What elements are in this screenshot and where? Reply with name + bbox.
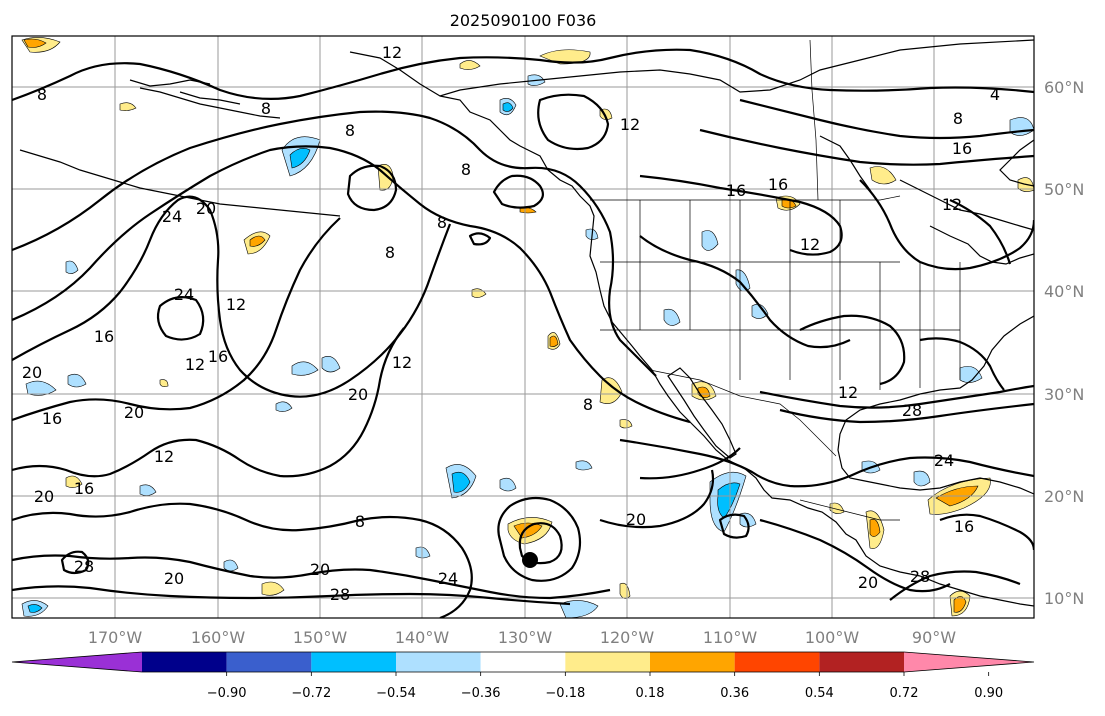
political-borders <box>590 39 961 521</box>
contour-label: 12 <box>800 235 820 254</box>
latitude-labels: 60°N 50°N 40°N 30°N 20°N 10°N <box>1044 78 1084 608</box>
contour-label: 8 <box>345 121 355 140</box>
colorbar-segment <box>565 652 650 672</box>
contour-label: 20 <box>310 560 330 579</box>
contour-label: 16 <box>42 409 62 428</box>
lon-label: 150°W <box>293 628 348 647</box>
contour-label: 20 <box>348 385 368 404</box>
contour-label: 8 <box>355 512 365 531</box>
contour-label: 12 <box>620 115 640 134</box>
contour-label: 8 <box>261 99 271 118</box>
colorbar-segment <box>650 652 735 672</box>
contour-label: 8 <box>437 213 447 232</box>
contour-label: 8 <box>37 85 47 104</box>
contour-label-group: 4 8 8 8 8 8 8 8 8 8 12 12 12 12 12 12 12… <box>22 43 1000 604</box>
colorbar-tick-label: −0.90 <box>207 686 247 701</box>
contour-label: 16 <box>208 347 228 366</box>
lat-label: 60°N <box>1044 78 1084 97</box>
storm-center-marker <box>522 552 538 568</box>
lon-label: 110°W <box>703 628 758 647</box>
colorbar-tick-label: −0.36 <box>461 686 501 701</box>
colorbar-segment <box>480 652 566 672</box>
contour-label: 28 <box>910 567 930 586</box>
colorbar-segment <box>396 652 481 672</box>
lat-label: 40°N <box>1044 282 1084 301</box>
contour-label: 8 <box>461 160 471 179</box>
contour-label: 20 <box>34 487 54 506</box>
lon-label: 130°W <box>498 628 553 647</box>
lon-label: 120°W <box>600 628 655 647</box>
lon-label: 90°W <box>912 628 956 647</box>
contour-label: 12 <box>382 43 402 62</box>
contour-label: 16 <box>74 479 94 498</box>
contour-lines <box>12 48 1034 618</box>
colorbar-tick-label: −0.72 <box>291 686 331 701</box>
colorbar-segment <box>311 652 396 672</box>
contour-label: 8 <box>583 395 593 414</box>
longitude-labels: 170°W 160°W 150°W 140°W 130°W 120°W 110°… <box>88 628 956 647</box>
contour-label: 20 <box>164 569 184 588</box>
colorbar-tick-label: 0.18 <box>636 686 665 701</box>
contour-label: 20 <box>858 573 878 592</box>
colorbar-extend-low <box>12 652 142 672</box>
lon-label: 160°W <box>191 628 246 647</box>
colorbar-segment <box>819 652 904 672</box>
colorbar-segment <box>226 652 312 672</box>
contour-label: 12 <box>838 383 858 402</box>
lon-label: 170°W <box>88 628 143 647</box>
colorbar-tick-label: 0.36 <box>720 686 749 701</box>
contour-label: 4 <box>990 85 1000 104</box>
contour-label: 28 <box>902 401 922 420</box>
map-frame <box>11 35 1035 619</box>
graticule <box>12 36 1034 618</box>
colorbar-extend-high <box>904 652 1034 672</box>
colorbar-tick-label: 0.54 <box>805 686 834 701</box>
colorbar-tick-label: 0.72 <box>890 686 919 701</box>
contour-label: 12 <box>226 295 246 314</box>
contour-label: 20 <box>196 199 216 218</box>
contour-label: 12 <box>154 447 174 466</box>
contour-label: 24 <box>174 285 194 304</box>
contour-label: 28 <box>74 557 94 576</box>
colorbar-segment <box>734 652 820 672</box>
lon-label: 100°W <box>805 628 860 647</box>
colorbar-tick-label: −0.54 <box>376 686 416 701</box>
contour-label: 20 <box>124 403 144 422</box>
shaded-field <box>21 37 1034 618</box>
contour-label: 16 <box>768 175 788 194</box>
contour-label: 16 <box>726 181 746 200</box>
contour-label: 24 <box>438 569 458 588</box>
contour-label: 8 <box>385 243 395 262</box>
lon-label: 140°W <box>395 628 450 647</box>
lat-label: 20°N <box>1044 487 1084 506</box>
colorbar-outline <box>11 651 1035 673</box>
contour-label: 16 <box>952 139 972 158</box>
lat-label: 50°N <box>1044 180 1084 199</box>
colorbar: −0.90 −0.72 −0.54 −0.36 −0.18 0.18 0.36 0.54 0.7… <box>11 651 1035 701</box>
contour-label: 8 <box>953 109 963 128</box>
contour-label: 24 <box>162 207 182 226</box>
contour-label: 24 <box>934 451 954 470</box>
colorbar-tick-label: −0.18 <box>545 686 585 701</box>
contour-label: 20 <box>626 510 646 529</box>
colorbar-tick-label: 0.90 <box>974 686 1003 701</box>
lat-label: 10°N <box>1044 589 1084 608</box>
lat-label: 30°N <box>1044 385 1084 404</box>
colorbar-segment <box>142 652 227 672</box>
map-title: 2025090100 F036 <box>450 11 597 30</box>
contour-label: 16 <box>954 517 974 536</box>
contour-label: 28 <box>330 585 350 604</box>
contour-label: 16 <box>94 327 114 346</box>
contour-label: 20 <box>22 363 42 382</box>
contour-label: 12 <box>942 195 962 214</box>
contour-label: 12 <box>185 355 205 374</box>
contour-label: 12 <box>392 353 412 372</box>
